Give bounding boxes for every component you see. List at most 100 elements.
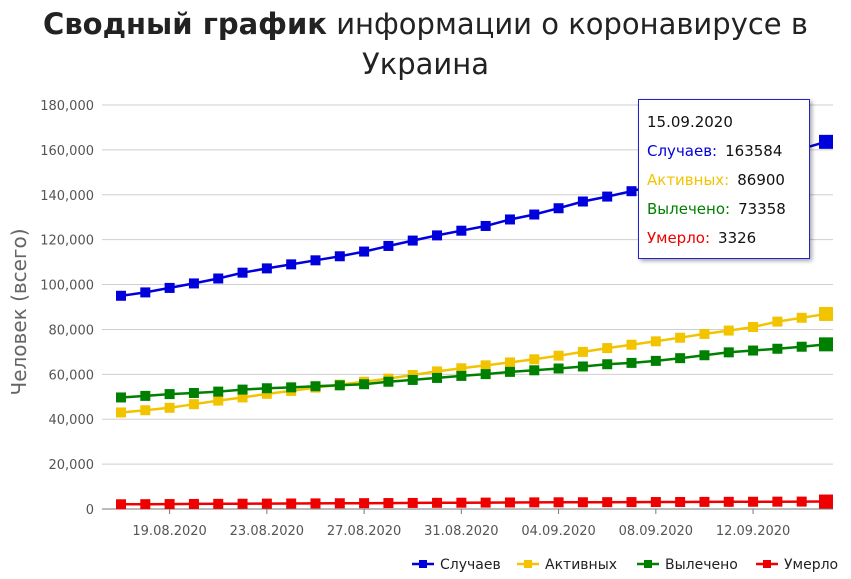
data-point[interactable]: [796, 341, 807, 352]
data-point[interactable]: [723, 347, 734, 358]
data-point[interactable]: [819, 134, 833, 149]
data-point[interactable]: [383, 376, 394, 387]
legend-item[interactable]: Умерло: [756, 557, 838, 573]
data-point[interactable]: [577, 361, 588, 372]
data-point[interactable]: [213, 395, 224, 406]
data-point[interactable]: [650, 497, 661, 508]
data-point[interactable]: [626, 357, 637, 368]
data-point[interactable]: [334, 251, 345, 262]
data-point[interactable]: [699, 350, 710, 361]
data-point[interactable]: [602, 343, 613, 354]
data-point[interactable]: [819, 306, 833, 321]
data-point[interactable]: [359, 379, 370, 390]
data-point[interactable]: [334, 498, 345, 509]
data-point[interactable]: [213, 386, 224, 397]
data-point[interactable]: [164, 389, 175, 400]
data-point[interactable]: [237, 392, 248, 403]
data-point[interactable]: [699, 496, 710, 507]
data-point[interactable]: [650, 355, 661, 366]
data-point[interactable]: [407, 497, 418, 508]
data-point[interactable]: [553, 363, 564, 374]
data-point[interactable]: [359, 246, 370, 257]
data-point[interactable]: [164, 499, 175, 510]
data-point[interactable]: [213, 498, 224, 509]
data-point[interactable]: [286, 498, 297, 509]
data-point[interactable]: [188, 399, 199, 410]
data-point[interactable]: [116, 290, 126, 301]
data-point[interactable]: [819, 494, 833, 509]
data-point[interactable]: [116, 499, 126, 510]
data-point[interactable]: [504, 214, 515, 225]
data-point[interactable]: [334, 380, 345, 391]
data-point[interactable]: [383, 498, 394, 509]
data-point[interactable]: [577, 346, 588, 357]
data-point[interactable]: [748, 496, 759, 507]
data-point[interactable]: [116, 407, 126, 418]
data-point[interactable]: [480, 220, 491, 231]
data-point[interactable]: [261, 498, 272, 509]
data-point[interactable]: [261, 388, 272, 399]
data-point[interactable]: [432, 230, 443, 241]
data-point[interactable]: [504, 357, 515, 368]
data-point[interactable]: [456, 225, 467, 236]
data-point[interactable]: [675, 332, 686, 343]
data-point[interactable]: [504, 366, 515, 377]
data-point[interactable]: [772, 496, 783, 507]
data-point[interactable]: [188, 498, 199, 509]
data-point[interactable]: [140, 287, 151, 298]
data-point[interactable]: [164, 402, 175, 413]
data-point[interactable]: [796, 496, 807, 507]
data-point[interactable]: [286, 382, 297, 393]
legend[interactable]: Случаев Активных Вылечено Умерло: [412, 557, 838, 573]
data-point[interactable]: [188, 278, 199, 289]
data-point[interactable]: [553, 497, 564, 508]
data-point[interactable]: [237, 267, 248, 278]
data-point[interactable]: [723, 496, 734, 507]
data-point[interactable]: [261, 263, 272, 274]
data-point[interactable]: [504, 497, 515, 508]
data-point[interactable]: [480, 497, 491, 508]
data-point[interactable]: [529, 209, 540, 220]
legend-item[interactable]: Вылечено: [637, 557, 738, 573]
data-point[interactable]: [213, 273, 224, 284]
data-point[interactable]: [407, 374, 418, 385]
data-point[interactable]: [699, 328, 710, 339]
data-point[interactable]: [432, 497, 443, 508]
data-point[interactable]: [456, 363, 467, 374]
data-point[interactable]: [602, 497, 613, 508]
legend-item[interactable]: Случаев: [412, 557, 501, 573]
data-point[interactable]: [480, 360, 491, 371]
data-point[interactable]: [529, 365, 540, 376]
data-point[interactable]: [188, 387, 199, 398]
data-point[interactable]: [650, 336, 661, 347]
data-point[interactable]: [723, 325, 734, 336]
data-point[interactable]: [237, 384, 248, 395]
data-point[interactable]: [310, 498, 321, 509]
data-point[interactable]: [383, 240, 394, 251]
data-point[interactable]: [602, 191, 613, 202]
data-point[interactable]: [116, 392, 126, 403]
data-point[interactable]: [553, 350, 564, 361]
data-point[interactable]: [626, 186, 637, 197]
data-point[interactable]: [456, 370, 467, 381]
data-point[interactable]: [675, 496, 686, 507]
data-point[interactable]: [577, 196, 588, 207]
data-point[interactable]: [748, 345, 759, 356]
data-point[interactable]: [164, 282, 175, 293]
data-point[interactable]: [772, 316, 783, 327]
data-point[interactable]: [261, 383, 272, 394]
data-point[interactable]: [456, 497, 467, 508]
data-point[interactable]: [140, 499, 151, 510]
data-point[interactable]: [432, 372, 443, 383]
data-point[interactable]: [796, 312, 807, 323]
data-point[interactable]: [675, 353, 686, 364]
data-point[interactable]: [140, 390, 151, 401]
data-point[interactable]: [407, 235, 418, 246]
data-point[interactable]: [819, 337, 833, 352]
data-point[interactable]: [310, 255, 321, 266]
data-point[interactable]: [310, 381, 321, 392]
data-point[interactable]: [432, 366, 443, 377]
data-point[interactable]: [480, 369, 491, 380]
data-point[interactable]: [529, 497, 540, 508]
data-point[interactable]: [748, 321, 759, 332]
